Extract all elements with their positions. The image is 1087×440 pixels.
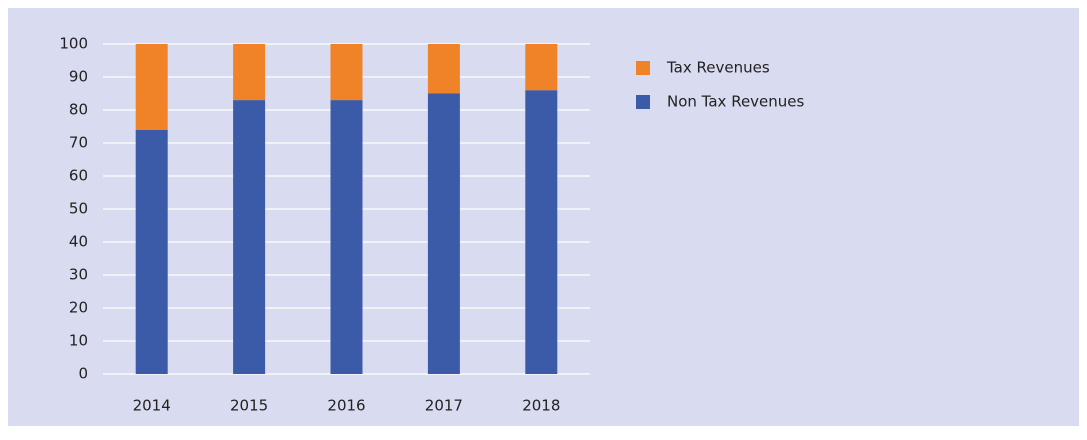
y-tick-label: 20 (69, 299, 88, 317)
bar-segment (427, 93, 460, 374)
y-tick-label: 60 (69, 167, 88, 185)
y-tick-label: 10 (69, 332, 88, 350)
bar-segment (233, 100, 266, 374)
bar-segment (330, 44, 363, 101)
y-tick-label: 100 (59, 35, 88, 53)
y-tick-label: 70 (69, 134, 88, 152)
x-tick-label: 2018 (522, 397, 560, 415)
legend-label: Non Tax Revenues (667, 93, 805, 111)
x-tick-label: 2014 (133, 397, 171, 415)
x-tick-label: 2017 (425, 397, 463, 415)
y-tick-label: 50 (69, 200, 88, 218)
bar-segment (135, 44, 168, 130)
y-tick-label: 40 (69, 233, 88, 251)
y-tick-label: 30 (69, 266, 88, 284)
y-tick-label: 0 (78, 365, 88, 383)
legend-swatch (636, 61, 650, 75)
bar-segment (525, 44, 558, 91)
bar-segment (135, 129, 168, 374)
x-tick-label: 2015 (230, 397, 268, 415)
legend-label: Tax Revenues (666, 59, 770, 77)
bar-segment (330, 100, 363, 374)
bar-segment (233, 44, 266, 101)
y-tick-label: 80 (69, 101, 88, 119)
y-tick-label: 90 (69, 68, 88, 86)
bar-segment (525, 90, 558, 374)
legend-swatch (636, 95, 650, 109)
x-tick-label: 2016 (327, 397, 365, 415)
bar-segment (427, 44, 460, 94)
